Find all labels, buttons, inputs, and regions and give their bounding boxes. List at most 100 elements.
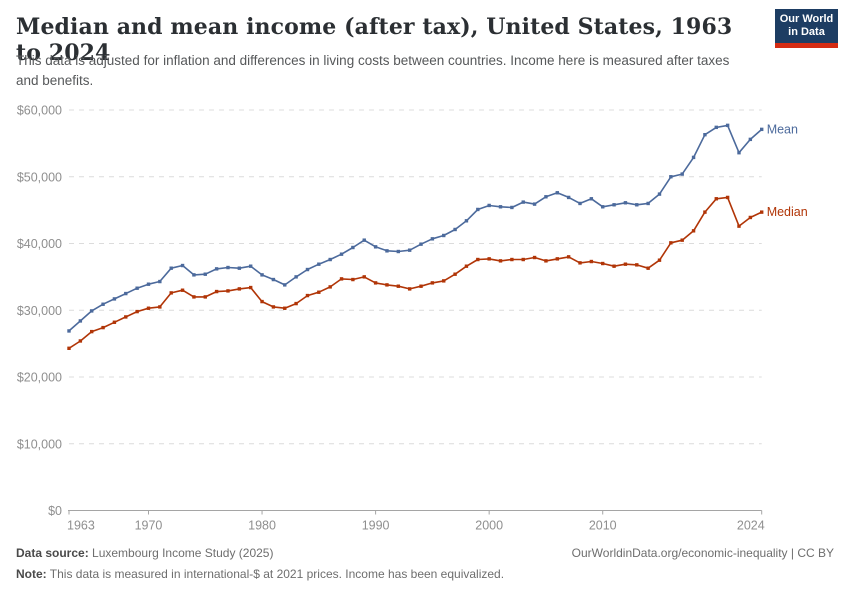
median-data-point[interactable] (135, 309, 139, 314)
mean-data-point[interactable] (124, 291, 128, 296)
median-data-point[interactable] (544, 259, 548, 263)
median-data-point[interactable] (566, 255, 571, 259)
median-data-point[interactable] (214, 289, 219, 294)
mean-data-point[interactable] (578, 201, 582, 206)
mean-data-point[interactable] (464, 219, 469, 223)
mean-data-point[interactable] (737, 151, 741, 155)
median-data-point[interactable] (146, 306, 151, 310)
mean-data-point[interactable] (158, 279, 162, 284)
mean-data-point[interactable] (760, 127, 764, 132)
median-data-point[interactable] (442, 279, 446, 283)
mean-line[interactable] (68, 124, 763, 332)
median-data-point[interactable] (737, 224, 741, 228)
median-data-point[interactable] (532, 255, 537, 260)
mean-data-point[interactable] (214, 267, 219, 271)
mean-data-point[interactable] (226, 265, 230, 270)
mean-data-point[interactable] (635, 203, 639, 207)
owid-url-link[interactable]: OurWorldinData.org/economic-inequality |… (571, 546, 834, 560)
median-data-point[interactable] (680, 238, 684, 242)
median-data-point[interactable] (703, 210, 707, 214)
mean-data-point[interactable] (373, 245, 378, 249)
mean-data-point[interactable] (112, 297, 117, 301)
mean-data-point[interactable] (498, 205, 503, 209)
median-data-point[interactable] (419, 284, 423, 288)
mean-data-point[interactable] (260, 273, 264, 277)
mean-data-point[interactable] (566, 195, 571, 200)
mean-data-point[interactable] (669, 175, 673, 179)
median-data-point[interactable] (601, 261, 605, 266)
median-data-point[interactable] (192, 295, 196, 299)
mean-data-point[interactable] (362, 238, 366, 242)
mean-data-point[interactable] (714, 125, 718, 130)
median-data-point[interactable] (521, 257, 525, 262)
mean-data-point[interactable] (294, 275, 298, 279)
median-data-point[interactable] (271, 305, 276, 309)
median-data-point[interactable] (487, 257, 491, 261)
median-data-point[interactable] (260, 299, 264, 304)
mean-data-point[interactable] (748, 137, 753, 142)
median-data-point[interactable] (373, 281, 378, 285)
median-data-point[interactable] (669, 241, 673, 245)
mean-data-point[interactable] (680, 172, 684, 176)
mean-data-point[interactable] (328, 257, 332, 262)
median-data-point[interactable] (623, 262, 628, 266)
median-data-point[interactable] (203, 295, 207, 299)
mean-data-point[interactable] (192, 273, 196, 277)
mean-data-point[interactable] (646, 201, 650, 206)
median-data-point[interactable] (691, 229, 696, 233)
median-data-point[interactable] (612, 264, 616, 268)
mean-data-point[interactable] (419, 242, 423, 246)
median-data-point[interactable] (407, 287, 412, 291)
mean-data-point[interactable] (135, 286, 139, 290)
median-data-point[interactable] (124, 315, 128, 319)
mean-data-point[interactable] (67, 329, 71, 333)
median-data-point[interactable] (396, 284, 401, 288)
median-data-point[interactable] (362, 275, 366, 279)
median-data-point[interactable] (589, 259, 594, 264)
median-data-point[interactable] (510, 257, 514, 262)
median-data-point[interactable] (725, 195, 730, 200)
median-data-point[interactable] (248, 285, 253, 290)
median-data-point[interactable] (646, 266, 650, 270)
median-data-point[interactable] (714, 197, 718, 201)
median-data-point[interactable] (555, 257, 559, 261)
median-data-point[interactable] (101, 325, 105, 330)
mean-data-point[interactable] (703, 132, 707, 137)
mean-data-point[interactable] (248, 264, 253, 268)
mean-data-point[interactable] (101, 302, 105, 306)
median-data-point[interactable] (476, 257, 480, 262)
mean-data-point[interactable] (317, 262, 321, 266)
mean-data-point[interactable] (407, 248, 412, 252)
mean-data-point[interactable] (203, 272, 207, 276)
median-data-point[interactable] (351, 277, 355, 282)
mean-data-point[interactable] (442, 233, 446, 238)
mean-data-point[interactable] (555, 191, 559, 195)
mean-data-point[interactable] (487, 203, 491, 208)
median-data-point[interactable] (385, 283, 389, 287)
mean-data-point[interactable] (657, 192, 662, 196)
median-data-point[interactable] (78, 339, 83, 343)
median-data-point[interactable] (657, 258, 662, 262)
median-data-point[interactable] (169, 291, 173, 295)
mean-data-point[interactable] (612, 203, 616, 207)
mean-data-point[interactable] (510, 205, 514, 210)
median-data-point[interactable] (226, 289, 230, 293)
mean-data-point[interactable] (283, 283, 287, 287)
median-data-point[interactable] (748, 215, 753, 220)
median-data-point[interactable] (237, 287, 242, 291)
mean-data-point[interactable] (180, 263, 185, 268)
median-data-point[interactable] (294, 301, 298, 306)
mean-data-point[interactable] (589, 197, 594, 201)
median-data-point[interactable] (67, 346, 71, 350)
mean-data-point[interactable] (532, 202, 537, 206)
mean-data-point[interactable] (430, 237, 435, 241)
owid-logo[interactable]: Our World in Data (775, 9, 838, 48)
median-data-point[interactable] (158, 305, 162, 309)
median-data-point[interactable] (339, 277, 344, 281)
median-data-point[interactable] (430, 281, 435, 285)
median-data-point[interactable] (112, 320, 117, 324)
mean-data-point[interactable] (146, 282, 151, 286)
median-data-point[interactable] (760, 210, 764, 214)
median-data-point[interactable] (498, 259, 503, 263)
median-data-point[interactable] (464, 264, 469, 268)
